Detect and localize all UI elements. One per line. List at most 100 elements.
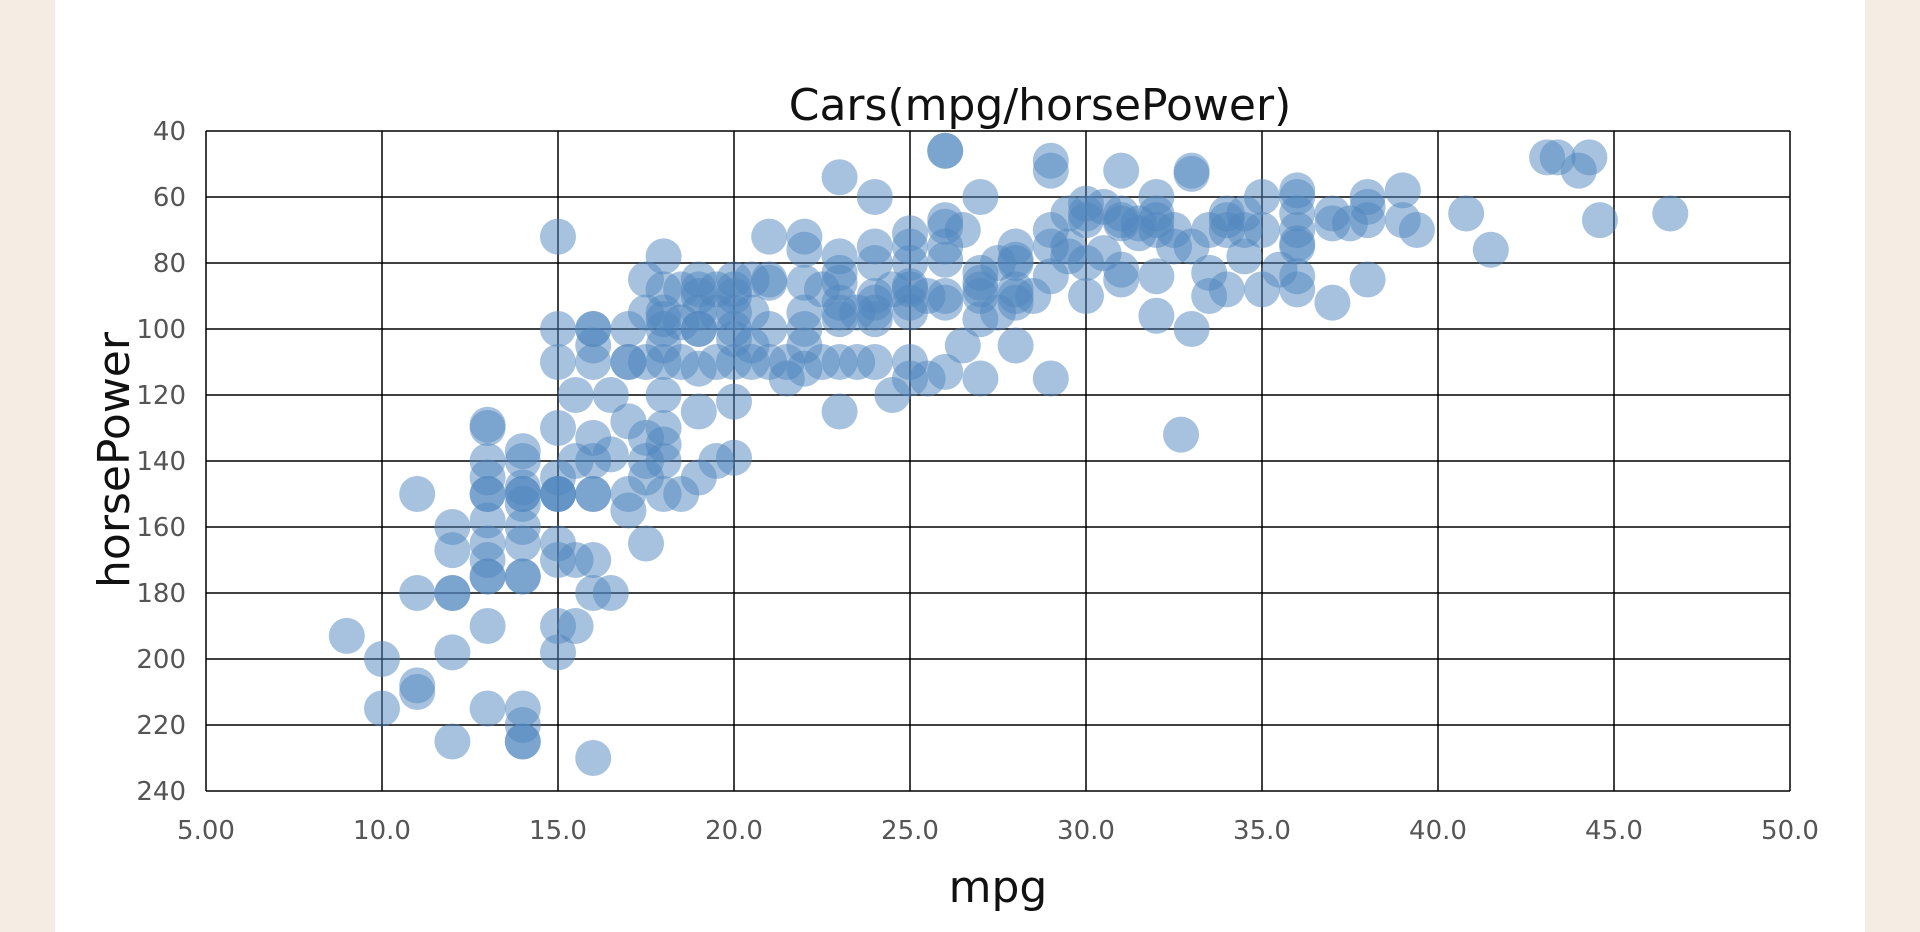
data-point: [328, 617, 365, 654]
data-point: [399, 476, 436, 512]
data-point: [1279, 271, 1316, 308]
data-point: [504, 525, 541, 562]
data-point: [469, 608, 506, 644]
data-point: [786, 231, 823, 268]
data-point: [997, 327, 1034, 364]
data-point: [1314, 284, 1351, 321]
x-tick-label: 25.0: [881, 816, 939, 846]
y-tick-label: 140: [136, 447, 186, 477]
data-point: [944, 212, 981, 248]
data-point: [1384, 172, 1421, 209]
data-point: [1472, 231, 1509, 268]
chart-title: Cars(mpg/horsePower): [789, 80, 1292, 131]
data-point: [575, 344, 612, 380]
y-axis-title: horsePower: [89, 331, 140, 588]
data-point: [927, 284, 964, 321]
data-point: [628, 525, 664, 562]
data-point: [575, 542, 612, 578]
data-point: [540, 476, 576, 512]
x-axis-title: mpg: [949, 862, 1048, 913]
x-tick-label: 15.0: [529, 816, 587, 846]
data-point: [927, 132, 964, 169]
x-tick-label: 20.0: [705, 816, 763, 846]
data-point: [557, 377, 594, 413]
data-point: [1448, 195, 1485, 232]
data-point: [469, 410, 506, 446]
data-point: [1652, 195, 1689, 232]
data-point: [751, 311, 788, 347]
data-point: [645, 238, 682, 275]
x-tick-label: 45.0: [1585, 816, 1643, 846]
data-point: [1349, 261, 1386, 298]
data-point: [645, 377, 682, 413]
data-point: [557, 608, 594, 644]
data-point: [716, 383, 752, 420]
data-point: [434, 575, 471, 611]
x-tick-label: 10.0: [353, 816, 411, 846]
data-point: [469, 690, 506, 727]
data-point: [856, 344, 893, 380]
data-point: [1032, 152, 1069, 189]
y-axis-ticks: 40 60 80 100 120 140 160 180 200 220 240: [136, 117, 186, 807]
x-axis-ticks: 5.00 10.0 15.0 20.0 25.0 30.0 35.0 40.0 45.0 50.0: [177, 816, 1819, 846]
data-point: [680, 393, 717, 430]
grid: [205, 130, 1791, 792]
data-point: [592, 377, 629, 413]
data-point: [540, 634, 576, 671]
data-point: [821, 393, 858, 430]
data-point: [1244, 212, 1280, 248]
data-point: [997, 245, 1034, 281]
data-point: [504, 443, 541, 479]
data-point: [1279, 228, 1316, 265]
data-point: [927, 241, 964, 278]
data-point: [1068, 278, 1104, 314]
data-point: [645, 443, 682, 479]
y-tick-label: 80: [153, 249, 186, 279]
data-point: [962, 360, 999, 397]
data-point: [821, 159, 858, 196]
data-point: [399, 575, 436, 611]
data-point: [575, 740, 612, 776]
y-tick-label: 220: [136, 711, 186, 741]
data-point: [575, 476, 612, 512]
data-point: [469, 476, 506, 512]
data-point: [434, 532, 471, 569]
y-tick-label: 60: [153, 183, 186, 213]
data-point: [1103, 152, 1140, 189]
x-tick-label: 40.0: [1409, 816, 1467, 846]
x-tick-label: 5.00: [177, 816, 235, 846]
data-point: [540, 410, 576, 446]
data-point: [1349, 202, 1386, 239]
data-point: [592, 575, 629, 611]
y-tick-label: 40: [153, 117, 186, 147]
data-point: [399, 674, 436, 710]
y-tick-label: 120: [136, 381, 186, 411]
data-point: [1163, 416, 1200, 453]
data-point: [469, 558, 506, 595]
data-point: [927, 353, 964, 390]
data-point: [1244, 179, 1280, 215]
y-tick-label: 240: [136, 777, 186, 807]
data-point: [944, 327, 981, 364]
data-point: [856, 245, 893, 281]
data-point: [856, 301, 893, 338]
y-tick-label: 100: [136, 315, 186, 345]
data-point: [434, 723, 471, 760]
y-tick-label: 160: [136, 513, 186, 543]
data-point: [504, 723, 541, 760]
data-point: [364, 690, 400, 727]
data-point: [1103, 261, 1140, 298]
data-point: [962, 179, 999, 215]
data-point: [751, 264, 788, 301]
data-point: [1581, 202, 1618, 239]
data-point: [1173, 311, 1210, 347]
x-tick-label: 35.0: [1233, 816, 1291, 846]
data-point: [364, 641, 400, 677]
data-point: [1226, 238, 1263, 275]
data-point: [1398, 212, 1435, 248]
data-point: [1208, 271, 1245, 308]
data-point: [716, 439, 752, 476]
y-tick-label: 200: [136, 645, 186, 675]
data-point: [540, 311, 576, 347]
